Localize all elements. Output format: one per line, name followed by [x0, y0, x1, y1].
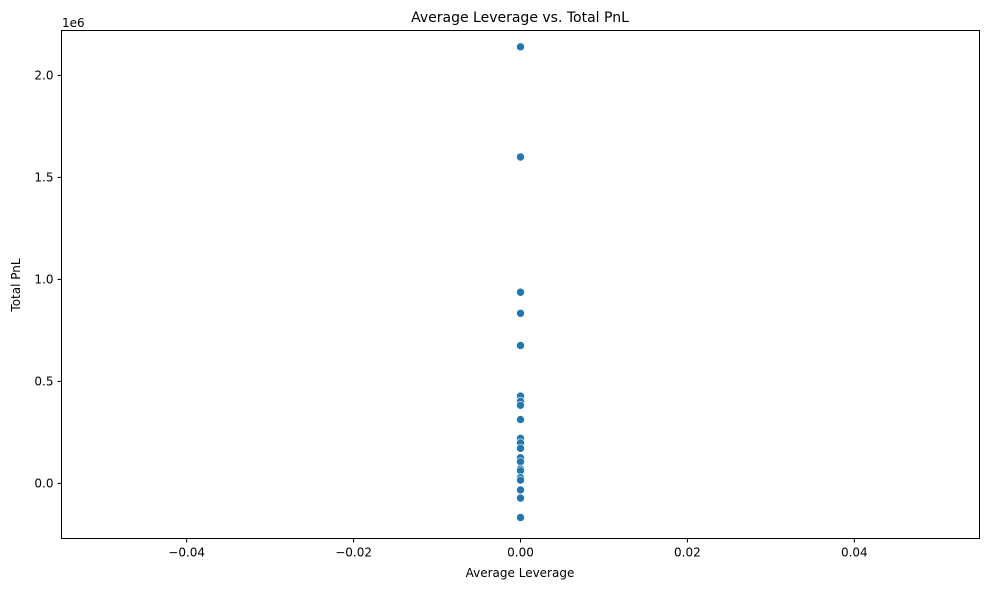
data-point: [516, 493, 525, 503]
scatter-points: [516, 42, 525, 522]
data-point: [516, 400, 525, 410]
y-axis: 0.0 0.5 1.0 1.5 2.0: [34, 68, 62, 490]
data-point: [516, 513, 525, 522]
data-point: [516, 42, 525, 52]
data-point: [516, 457, 525, 467]
y-offset-label: 1e6: [62, 16, 85, 30]
x-tick-label: 0.04: [841, 546, 868, 560]
x-tick-label: −0.04: [168, 546, 205, 560]
data-point: [516, 444, 525, 453]
data-point: [516, 415, 525, 424]
data-point: [516, 485, 525, 495]
plot-area-frame: [61, 30, 980, 539]
data-point: [516, 341, 525, 350]
x-tick-label: 0.02: [674, 546, 701, 560]
data-point: [516, 475, 525, 485]
y-axis-label: Total PnL: [9, 258, 23, 312]
x-tick-label: 0.00: [507, 546, 534, 560]
data-point: [516, 152, 525, 162]
x-tick-label: −0.02: [335, 546, 372, 560]
chart-title: Average Leverage vs. Total PnL: [411, 10, 629, 26]
x-axis-label: Average Leverage: [466, 566, 575, 580]
x-axis: −0.04 −0.02 0.00 0.02 0.04: [168, 538, 868, 560]
data-point: [516, 287, 525, 297]
y-tick-label: 0.5: [34, 374, 53, 388]
data-point: [516, 308, 525, 318]
y-tick-label: 0.0: [34, 476, 53, 490]
y-tick-label: 1.0: [34, 272, 53, 286]
y-tick-label: 1.5: [34, 170, 53, 184]
y-tick-label: 2.0: [34, 68, 53, 82]
